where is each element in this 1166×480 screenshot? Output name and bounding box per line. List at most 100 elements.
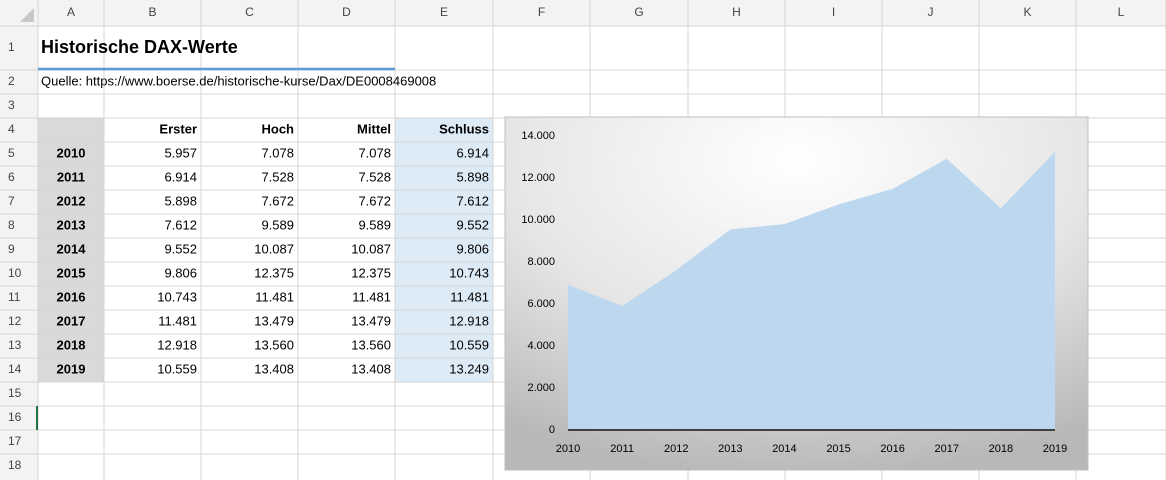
value-cell: 9.552 <box>164 241 197 256</box>
value-cell: 9.552 <box>456 217 489 232</box>
table-header: Hoch <box>262 121 295 136</box>
year-cell: 2011 <box>57 169 85 184</box>
table-header: Mittel <box>357 121 391 136</box>
column-header: A <box>67 5 75 19</box>
value-cell: 9.589 <box>261 217 294 232</box>
column-header: L <box>1118 5 1125 19</box>
row-header: 4 <box>8 122 15 136</box>
column-header: K <box>1023 5 1031 19</box>
x-tick-label: 2018 <box>989 443 1013 455</box>
value-cell: 13.479 <box>351 313 391 328</box>
value-cell: 13.408 <box>254 361 294 376</box>
value-cell: 12.918 <box>157 337 197 352</box>
y-tick-label: 10.000 <box>521 214 555 226</box>
x-tick-label: 2012 <box>664 443 688 455</box>
row-header: 5 <box>8 146 15 160</box>
row-header: 8 <box>8 218 15 232</box>
row-header: 12 <box>8 314 22 328</box>
value-cell: 9.806 <box>164 265 197 280</box>
chart: 0 2.000 4.000 6.000 8.000 10.000 12.000 14.000 2… <box>504 116 1089 471</box>
value-cell: 5.898 <box>164 193 197 208</box>
column-header: B <box>148 5 156 19</box>
row-header: 7 <box>8 194 15 208</box>
row-header: 16 <box>8 410 22 424</box>
x-tick-label: 2015 <box>826 443 850 455</box>
value-cell: 7.672 <box>358 193 391 208</box>
x-tick-label: 2014 <box>772 443 796 455</box>
column-header: C <box>245 5 254 19</box>
column-header: F <box>538 5 545 19</box>
year-cell: 2018 <box>57 337 86 352</box>
column-header: G <box>634 5 643 19</box>
column-header: E <box>440 5 448 19</box>
value-cell: 9.589 <box>358 217 391 232</box>
row-header: 17 <box>8 434 22 448</box>
value-cell: 10.743 <box>449 265 489 280</box>
x-tick-label: 2019 <box>1043 443 1067 455</box>
value-cell: 11.481 <box>450 289 489 304</box>
value-cell: 13.479 <box>254 313 294 328</box>
value-cell: 7.528 <box>261 169 294 184</box>
year-cell: 2013 <box>57 217 86 232</box>
x-tick-label: 2011 <box>610 443 634 455</box>
row-header-bg <box>0 0 38 480</box>
x-tick-label: 2013 <box>718 443 742 455</box>
value-cell: 13.560 <box>351 337 391 352</box>
y-tick-label: 14.000 <box>521 130 555 142</box>
year-column-fill <box>38 118 104 382</box>
value-cell: 7.672 <box>261 193 294 208</box>
y-tick-label: 2.000 <box>527 382 555 394</box>
x-tick-label: 2010 <box>556 443 580 455</box>
year-cell: 2015 <box>57 265 86 280</box>
value-cell: 10.559 <box>449 337 489 352</box>
table-header: Erster <box>159 121 197 136</box>
x-tick-label: 2017 <box>935 443 959 455</box>
value-cell: 9.806 <box>456 241 489 256</box>
area <box>568 151 1055 430</box>
value-cell: 6.914 <box>164 169 197 184</box>
value-cell: 10.559 <box>157 361 197 376</box>
column-header: H <box>732 5 741 19</box>
value-cell: 5.898 <box>456 169 489 184</box>
column-header: I <box>832 5 835 19</box>
value-cell: 13.560 <box>254 337 294 352</box>
year-cell: 2010 <box>57 145 86 160</box>
header-bg <box>0 0 1166 26</box>
year-cell: 2014 <box>57 241 87 256</box>
year-cell: 2019 <box>57 361 86 376</box>
x-tick-label: 2016 <box>880 443 904 455</box>
value-cell: 10.743 <box>157 289 197 304</box>
y-tick-label: 12.000 <box>521 172 555 184</box>
y-tick-label: 8.000 <box>527 256 555 268</box>
row-header: 14 <box>8 362 22 376</box>
row-header: 1 <box>8 40 15 54</box>
value-cell: 11.481 <box>255 289 294 304</box>
value-cell: 7.078 <box>358 145 391 160</box>
value-cell: 13.408 <box>351 361 391 376</box>
table-header: Schluss <box>439 121 489 136</box>
year-cell: 2017 <box>57 313 86 328</box>
value-cell: 6.914 <box>456 145 489 160</box>
value-cell: 7.528 <box>358 169 391 184</box>
value-cell: 10.087 <box>254 241 294 256</box>
row-header: 13 <box>8 338 22 352</box>
select-all-corner <box>20 8 34 22</box>
value-cell: 7.612 <box>456 193 489 208</box>
schluss-column-fill <box>395 118 493 382</box>
sheet-title: Historische DAX-Werte <box>41 37 238 57</box>
row-header: 11 <box>8 290 21 304</box>
row-header: 9 <box>8 242 15 256</box>
year-cell: 2012 <box>57 193 86 208</box>
row-header: 15 <box>8 386 22 400</box>
value-cell: 12.375 <box>254 265 294 280</box>
column-header: J <box>928 5 934 19</box>
value-cell: 5.957 <box>164 145 197 160</box>
value-cell: 12.918 <box>449 313 489 328</box>
value-cell: 7.078 <box>261 145 294 160</box>
value-cell: 13.249 <box>449 361 489 376</box>
year-cell: 2016 <box>57 289 86 304</box>
value-cell: 10.087 <box>351 241 391 256</box>
y-tick-label: 0 <box>549 424 555 436</box>
